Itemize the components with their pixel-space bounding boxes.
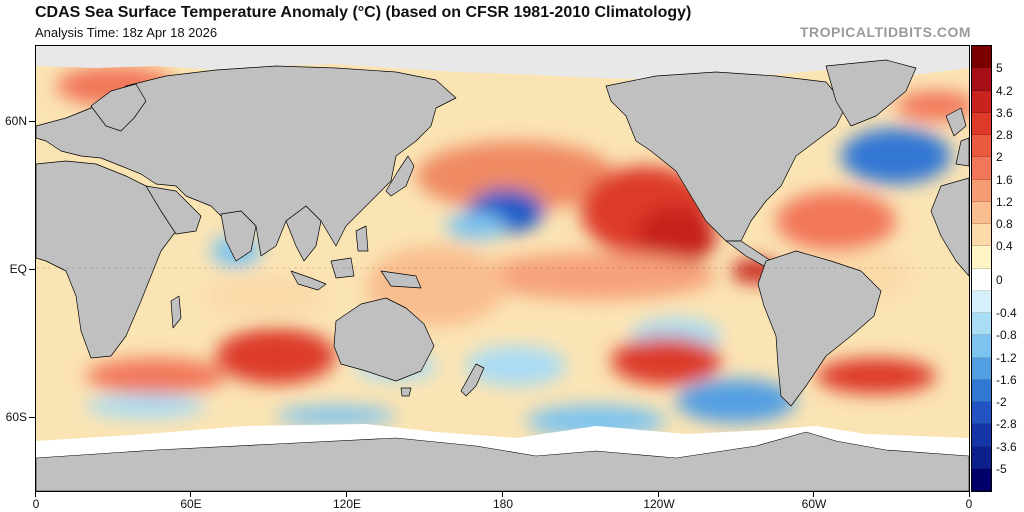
colorbar-label: 1.6 (996, 172, 1013, 187)
colorbar-label: 2 (996, 150, 1003, 165)
borneo (330, 257, 355, 279)
colorbar-cell (972, 379, 991, 402)
japan (385, 155, 415, 197)
arabia (145, 185, 202, 235)
lon-label-0-end: 0 (965, 497, 973, 511)
colorbar-cell (972, 112, 991, 135)
antarctica-land (36, 431, 969, 491)
colorbar-cell (972, 335, 991, 358)
colorbar (971, 45, 992, 492)
lon-label-60w: 60W (801, 497, 827, 511)
colorbar-cell (972, 468, 991, 491)
brand-watermark[interactable]: TROPICALTIDBITS.COM (799, 24, 971, 40)
colorbar-label: -1.6 (996, 372, 1017, 387)
lon-label-120e: 120E (332, 497, 362, 511)
colorbar-cell (972, 224, 991, 247)
colorbar-cell (972, 402, 991, 425)
philippines (355, 225, 369, 252)
colorbar-cell (972, 179, 991, 202)
colorbar-label: 2.8 (996, 128, 1013, 142)
colorbar-label: 0.4 (996, 239, 1013, 254)
colorbar-cell (972, 68, 991, 91)
sst-anomaly-map[interactable] (35, 45, 970, 492)
colorbar-label: -2.8 (996, 417, 1017, 432)
lon-tick-180 (502, 492, 503, 497)
colorbar-label: 5 (996, 61, 1003, 76)
colorbar-cell (972, 157, 991, 180)
colorbar-label: -2 (996, 395, 1007, 409)
colorbar-cell (972, 357, 991, 380)
lon-label-0: 0 (32, 497, 40, 511)
lon-tick-0 (35, 492, 36, 497)
indonesia (290, 270, 327, 291)
lat-tick-60n (29, 121, 35, 122)
lon-tick-120e (346, 492, 347, 497)
new-guinea (380, 270, 422, 289)
lon-tick-60w (813, 492, 814, 497)
australia (333, 297, 435, 382)
colorbar-label: 0.8 (996, 217, 1013, 231)
chart-title: CDAS Sea Surface Temperature Anomaly (°C… (35, 4, 692, 21)
colorbar-cell (972, 201, 991, 224)
continents (36, 59, 969, 407)
indochina (285, 205, 322, 262)
lat-tick-60s (29, 417, 35, 418)
north-america (605, 71, 847, 242)
colorbar-cell (972, 90, 991, 113)
colorbar-label: 4.2 (996, 83, 1013, 98)
lat-label-60n: 60N (4, 114, 27, 128)
scandinavia (90, 83, 147, 132)
colorbar-cell (972, 313, 991, 336)
colorbar-label: -1.2 (996, 350, 1017, 365)
lon-label-180: 180 (492, 497, 514, 511)
colorbar-cell (972, 290, 991, 313)
colorbar-label: 0 (996, 272, 1003, 287)
colorbar-label: 3.6 (996, 105, 1013, 120)
colorbar-label: -3.6 (996, 439, 1017, 454)
india (220, 210, 257, 262)
new-zealand (460, 363, 485, 397)
tasmania (400, 387, 412, 397)
europe-west (955, 137, 969, 167)
colorbar-cell (972, 246, 991, 269)
lon-tick-0-end (969, 492, 970, 497)
south-america (757, 250, 882, 407)
colorbar-cell (972, 268, 991, 291)
eurasia (36, 65, 457, 257)
lon-tick-120w (658, 492, 659, 497)
colorbar-cell (972, 424, 991, 447)
colorbar-cell (972, 135, 991, 158)
colorbar-label: -0.4 (996, 306, 1017, 320)
lon-label-120w: 120W (643, 497, 675, 511)
colorbar-cell (972, 446, 991, 469)
analysis-time: Analysis Time: 18z Apr 18 2026 (35, 25, 218, 40)
africa-west (930, 177, 969, 277)
lat-label-eq: EQ (9, 262, 27, 276)
british-isles (945, 107, 967, 137)
colorbar-label: -0.8 (996, 328, 1017, 343)
lat-tick-eq (29, 269, 35, 270)
arctic-ice (36, 46, 969, 80)
lon-label-60e: 60E (180, 497, 202, 511)
anomaly-field (56, 66, 969, 437)
madagascar (170, 295, 182, 329)
lat-label-60s: 60S (5, 410, 27, 424)
colorbar-label: -5 (996, 461, 1007, 476)
africa (36, 160, 177, 359)
greenland (825, 59, 917, 127)
colorbar-cell (972, 46, 991, 69)
colorbar-label: 1.2 (996, 194, 1013, 209)
lon-tick-60e (190, 492, 191, 497)
